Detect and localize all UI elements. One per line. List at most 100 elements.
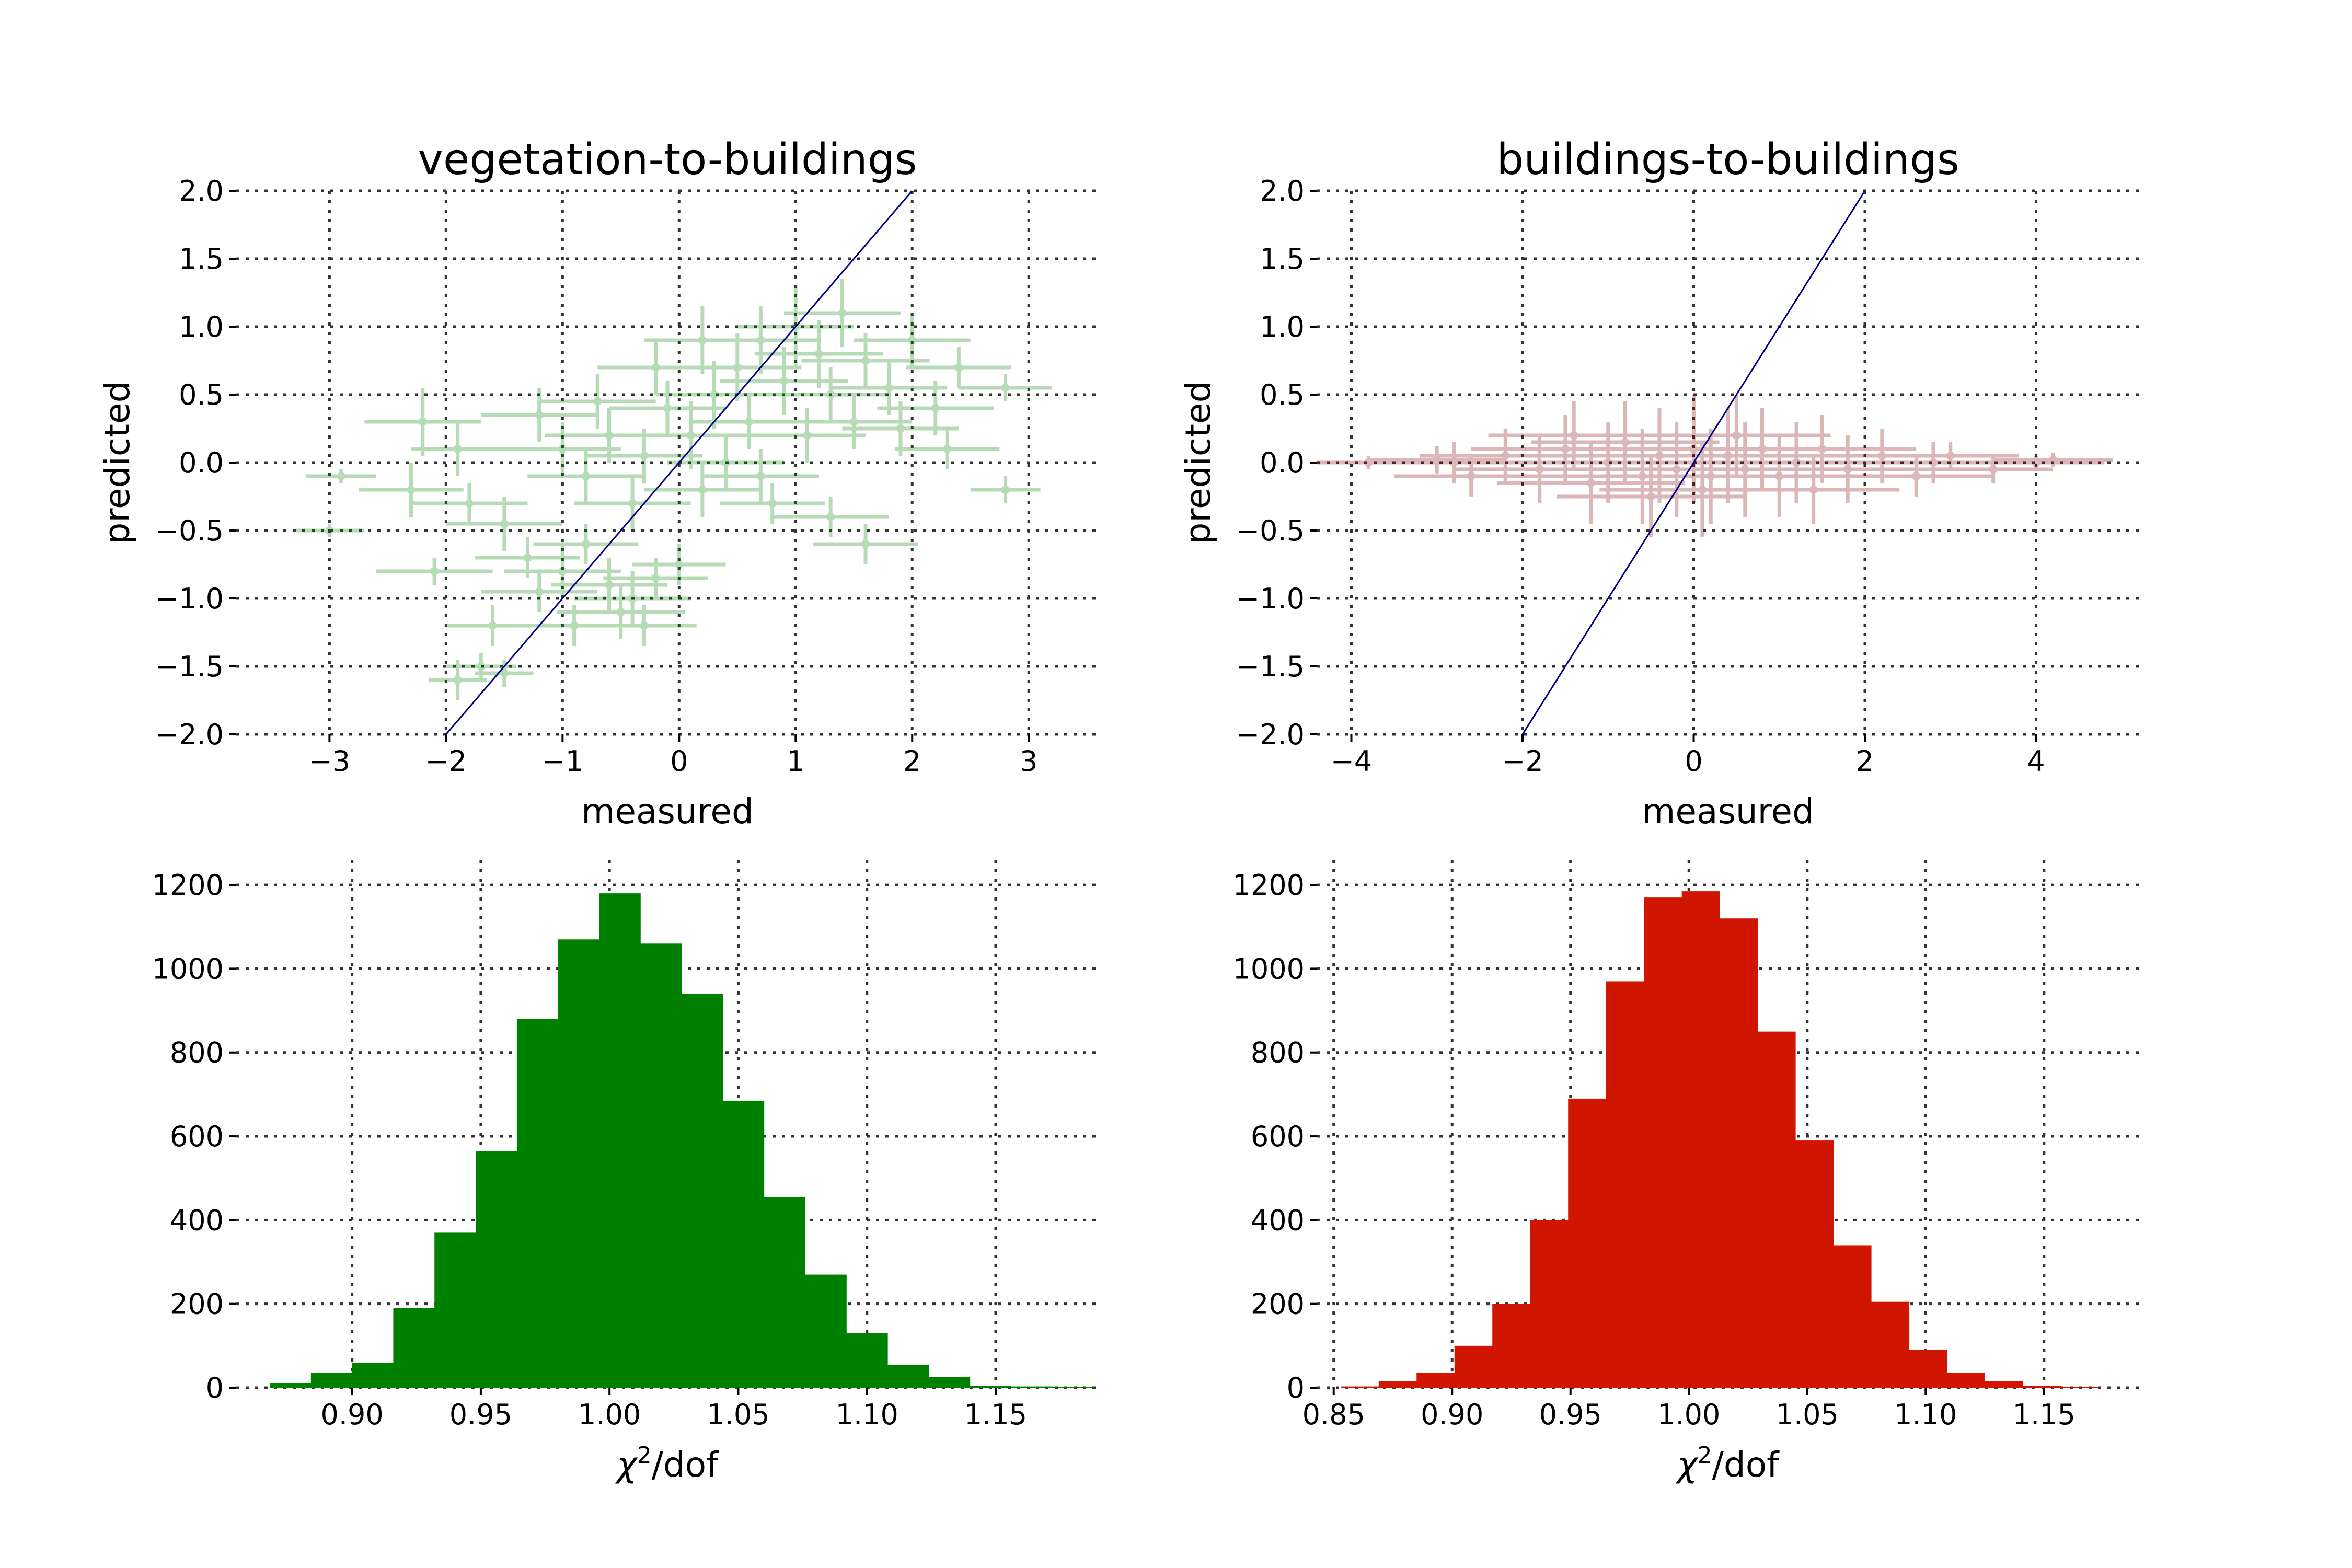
data-point: [768, 499, 777, 508]
data-point: [954, 363, 963, 372]
bld_hist-panel: 0.85 0.90 0.95 1.00 1.05 1.10 1.15 0 200 400 600 80…: [1233, 860, 2139, 1485]
x-tick-label: 1.00: [1657, 1398, 1720, 1431]
y-tick-label: −1.0: [155, 582, 224, 615]
x-tick-label: 1.15: [2013, 1398, 2076, 1431]
data-point: [1912, 472, 1921, 480]
histogram-bar: [599, 893, 641, 1388]
data-point: [884, 384, 893, 392]
data-point: [779, 377, 788, 385]
data-point: [698, 336, 707, 344]
x-tick-label: 0.90: [1421, 1398, 1483, 1431]
data-point: [1587, 479, 1595, 487]
y-tick-label: 1.5: [179, 243, 224, 275]
data-point: [651, 574, 660, 582]
data-point: [931, 404, 940, 412]
histogram-bar: [846, 1333, 888, 1388]
data-point: [325, 526, 334, 535]
data-point: [1818, 445, 1827, 453]
histogram-bar: [2060, 1387, 2099, 1388]
x-tick-label: −2: [425, 745, 467, 778]
data-point: [1877, 452, 1886, 460]
data-point: [1792, 458, 1801, 467]
data-point: [908, 336, 917, 344]
y-tick-label: 0: [206, 1371, 224, 1404]
data-point: [1732, 431, 1741, 440]
x-tick-label: 0: [1685, 745, 1702, 778]
histogram-bar: [1947, 1373, 1986, 1388]
data-point: [756, 336, 765, 344]
data-point: [803, 431, 812, 440]
y-axis-label: predicted: [97, 381, 137, 544]
bld_scatter-panel: −4 −2 0 2 4 −2.0 −1.5 −1.0 −0.5 0.0 0.5 1.0 1.5 2.0 bu…: [1178, 135, 2139, 832]
y-tick-label: 800: [1251, 1036, 1305, 1069]
y-tick-label: 0.5: [1260, 378, 1305, 411]
identity-line: [1521, 190, 1866, 735]
histogram-bar: [764, 1197, 806, 1388]
histogram-bar: [1985, 1381, 2023, 1388]
data-point: [826, 513, 835, 521]
x-tick-label: 1.10: [836, 1398, 898, 1431]
y-tick-label: 1200: [152, 869, 224, 902]
y-tick-label: 1.0: [179, 310, 224, 343]
data-point: [651, 363, 660, 372]
x-tick-label: −2: [1502, 745, 1543, 778]
data-point: [500, 520, 509, 528]
x-tick-label: 1: [787, 745, 804, 778]
data-point: [535, 411, 544, 419]
data-point: [337, 472, 345, 480]
data-point: [1689, 445, 1698, 453]
y-tick-label: 1200: [1233, 869, 1305, 902]
histogram-bar: [1757, 1031, 1796, 1388]
histogram-bar: [2023, 1385, 2061, 1388]
histogram-bar: [393, 1308, 435, 1388]
data-point: [1621, 438, 1630, 446]
histogram-bar: [805, 1274, 847, 1388]
identity-line: [445, 190, 913, 735]
y-tick-label: 0: [1287, 1371, 1305, 1404]
y-tick-label: −1.5: [1236, 650, 1305, 683]
histogram-bar: [1052, 1387, 1094, 1388]
data-point: [1946, 452, 1955, 460]
data-point: [1535, 465, 1544, 474]
y-tick-label: −0.5: [155, 514, 224, 547]
data-point: [1698, 486, 1707, 494]
data-point: [814, 350, 823, 358]
data-point: [721, 458, 730, 467]
y-tick-label: 2.0: [1260, 175, 1305, 207]
y-tick-label: 600: [170, 1120, 224, 1153]
y-tick-label: 400: [1251, 1204, 1305, 1237]
x-axis-label: χ2/dof: [615, 1442, 720, 1485]
veg_hist-panel: 0.90 0.95 1.00 1.05 1.10 1.15 0 200 400 600 800 100…: [152, 860, 1099, 1485]
data-point: [745, 418, 754, 426]
histogram-bar: [1378, 1381, 1417, 1388]
x-tick-label: 1.05: [707, 1398, 769, 1431]
data-point: [453, 676, 462, 684]
data-point: [943, 445, 952, 453]
y-axis-label: predicted: [1178, 381, 1218, 544]
data-point: [861, 540, 870, 548]
histogram-bar: [928, 1377, 971, 1388]
histogram-bar: [1795, 1140, 1834, 1388]
errorbar-series: [1317, 395, 2113, 537]
data-point: [477, 662, 486, 671]
histogram-bar: [1416, 1373, 1455, 1388]
data-point: [605, 581, 614, 589]
x-tick-label: 1.00: [578, 1398, 641, 1431]
data-point: [1450, 458, 1458, 467]
histogram-bar: [1341, 1386, 1379, 1388]
data-point: [826, 390, 835, 399]
data-point: [1724, 452, 1732, 460]
x-tick-label: 0.95: [449, 1398, 512, 1431]
y-tick-label: 400: [170, 1204, 224, 1237]
data-point: [1989, 465, 1998, 474]
x-tick-label: −3: [309, 745, 351, 778]
y-tick-label: 1000: [152, 952, 224, 985]
y-tick-label: 0.0: [179, 446, 224, 479]
x-tick-label: 0.85: [1302, 1398, 1365, 1431]
histogram-bar: [270, 1383, 312, 1388]
histogram-bar: [1454, 1345, 1493, 1388]
x-tick-label: −4: [1331, 745, 1373, 778]
histogram-bar: [1720, 918, 1758, 1388]
y-tick-label: −1.0: [1236, 582, 1305, 615]
